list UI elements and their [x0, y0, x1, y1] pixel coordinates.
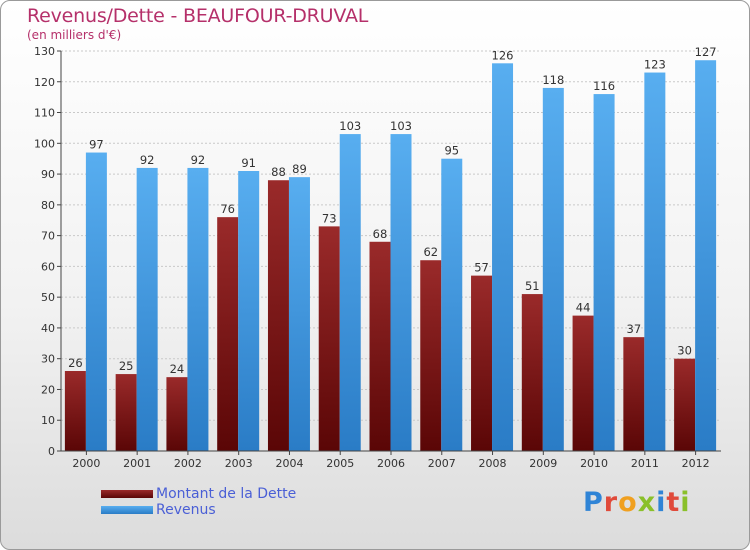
- x-tick-label: 2008: [479, 457, 507, 470]
- data-label-dette: 88: [271, 165, 286, 179]
- y-tick-label: 80: [41, 199, 55, 212]
- legend-label-revenus: Revenus: [156, 502, 216, 518]
- bar-revenus: [644, 72, 666, 452]
- data-label-revenus: 103: [390, 119, 412, 133]
- bar-dette: [369, 241, 391, 451]
- bar-dette: [166, 377, 188, 451]
- bar-dette: [420, 260, 442, 451]
- x-tick-label: 2004: [275, 457, 303, 470]
- bar-revenus: [238, 171, 260, 451]
- logo-letter: r: [603, 487, 619, 518]
- logo-letter: i: [656, 487, 667, 518]
- y-tick-label: 130: [34, 45, 55, 58]
- x-tick-label: 2009: [529, 457, 557, 470]
- logo-letter: P: [583, 487, 604, 518]
- legend-swatch-revenus: [101, 506, 153, 514]
- data-label-dette: 44: [576, 301, 591, 315]
- x-tick-label: 2003: [225, 457, 253, 470]
- bar-revenus: [542, 87, 564, 451]
- bar-revenus: [136, 167, 158, 451]
- bar-dette: [521, 294, 543, 451]
- data-label-dette: 68: [373, 227, 388, 241]
- x-tick-label: 2002: [174, 457, 202, 470]
- x-tick-label: 2005: [326, 457, 354, 470]
- y-tick-label: 50: [41, 291, 55, 304]
- data-label-revenus: 118: [542, 73, 564, 87]
- data-label-revenus: 89: [292, 162, 307, 176]
- bar-revenus: [492, 63, 514, 452]
- data-label-revenus: 103: [339, 119, 361, 133]
- y-tick-label: 60: [41, 260, 55, 273]
- y-tick-label: 110: [34, 107, 55, 120]
- data-label-revenus: 97: [89, 138, 104, 152]
- bar-dette: [572, 315, 594, 451]
- chart-title: Revenus/Dette - BEAUFOUR-DRUVAL: [27, 5, 369, 27]
- logo-letter: t: [666, 487, 681, 518]
- y-tick-label: 120: [34, 76, 55, 89]
- data-label-dette: 26: [68, 356, 83, 370]
- data-label-dette: 51: [525, 279, 540, 293]
- data-label-revenus: 126: [492, 48, 514, 62]
- y-tick-label: 30: [41, 353, 55, 366]
- bar-dette: [64, 371, 86, 451]
- x-tick-label: 2006: [377, 457, 405, 470]
- x-tick-label: 2011: [631, 457, 659, 470]
- bar-revenus: [695, 60, 717, 451]
- bar-revenus: [288, 177, 310, 451]
- legend-label-dette: Montant de la Dette: [156, 486, 297, 502]
- data-label-dette: 24: [170, 362, 185, 376]
- bar-revenus: [441, 158, 463, 451]
- data-label-dette: 62: [423, 245, 438, 259]
- data-label-dette: 76: [220, 202, 235, 216]
- bar-dette: [674, 358, 696, 451]
- x-tick-label: 2010: [580, 457, 608, 470]
- data-label-dette: 73: [322, 211, 337, 225]
- bar-dette: [318, 226, 340, 451]
- bar-dette: [115, 374, 137, 451]
- bar-dette: [217, 217, 239, 451]
- bar-revenus: [85, 152, 107, 452]
- y-tick-label: 40: [41, 322, 55, 335]
- data-label-revenus: 95: [444, 144, 459, 158]
- x-tick-label: 2000: [72, 457, 100, 470]
- logo-letter: x: [637, 487, 657, 518]
- bar-dette: [623, 337, 645, 451]
- data-label-dette: 37: [627, 322, 642, 336]
- data-label-revenus: 92: [191, 153, 206, 167]
- data-label-dette: 57: [474, 261, 489, 275]
- y-tick-label: 100: [34, 137, 55, 150]
- bar-dette: [471, 275, 493, 451]
- x-tick-label: 2012: [682, 457, 710, 470]
- x-tick-label: 2001: [123, 457, 151, 470]
- data-label-dette: 30: [677, 344, 692, 358]
- chart-subtitle: (en milliers d'€): [27, 28, 122, 42]
- data-label-revenus: 123: [644, 58, 666, 72]
- legend-swatch-dette: [101, 490, 153, 498]
- bar-revenus: [187, 167, 209, 451]
- data-label-revenus: 116: [593, 79, 615, 93]
- data-label-revenus: 92: [140, 153, 155, 167]
- bar-revenus: [339, 134, 361, 452]
- logo-letter: o: [618, 487, 638, 518]
- data-label-dette: 25: [119, 359, 134, 373]
- y-tick-label: 20: [41, 383, 55, 396]
- proxiti-logo: Proxiti: [583, 487, 691, 518]
- logo-letter: i: [680, 487, 691, 518]
- y-tick-label: 90: [41, 168, 55, 181]
- data-label-revenus: 127: [695, 45, 717, 59]
- y-tick-label: 70: [41, 230, 55, 243]
- y-tick-label: 0: [48, 445, 55, 458]
- bar-dette: [267, 180, 289, 451]
- x-tick-label: 2007: [428, 457, 456, 470]
- data-label-revenus: 91: [241, 156, 256, 170]
- bar-revenus: [593, 94, 615, 452]
- bar-revenus: [390, 134, 412, 452]
- y-tick-label: 10: [41, 414, 55, 427]
